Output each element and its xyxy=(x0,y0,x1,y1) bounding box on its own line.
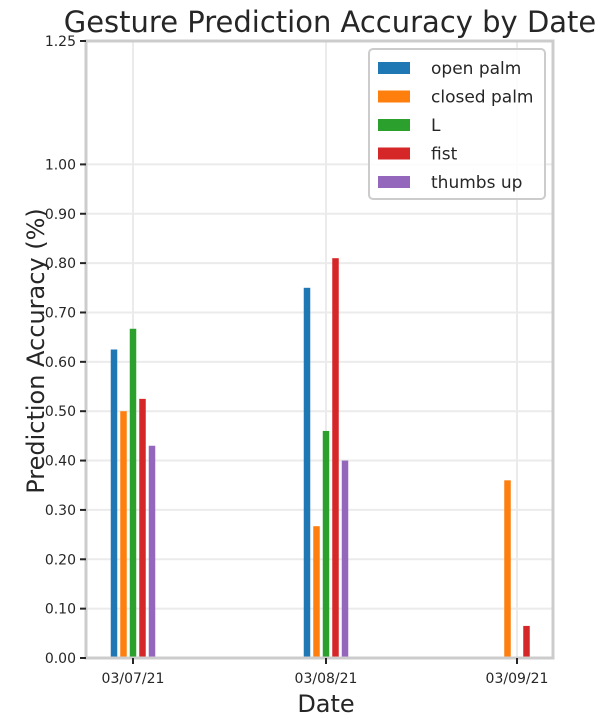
legend-swatch xyxy=(378,90,410,103)
legend-swatch xyxy=(378,147,410,160)
y-tick-label: 1.00 xyxy=(45,157,76,173)
legend-box xyxy=(368,48,546,200)
legend-swatch xyxy=(378,62,410,74)
y-tick-label: 0.00 xyxy=(45,651,76,667)
bar xyxy=(139,398,146,658)
y-tick-label: 0.70 xyxy=(45,305,76,321)
y-tick-label: 0.80 xyxy=(45,256,76,272)
bars xyxy=(110,258,530,658)
legend-label: thumbs up xyxy=(431,173,522,193)
bar xyxy=(322,430,330,658)
x-tick-label: 03/09/21 xyxy=(486,671,549,687)
bar xyxy=(303,287,311,658)
bar xyxy=(341,460,349,658)
legend-swatch xyxy=(378,176,410,188)
bar xyxy=(504,480,511,658)
y-tick-label: 0.60 xyxy=(45,355,76,371)
y-tick-label: 0.10 xyxy=(45,602,76,618)
y-tick-label: 0.30 xyxy=(45,503,76,519)
y-tick-label: 0.40 xyxy=(45,454,76,470)
bar xyxy=(148,445,156,658)
bar xyxy=(313,526,320,658)
y-axis: 0.00 0.10 0.20 0.30 0.40 0.50 0.60 0.70 0.80 0.90… xyxy=(45,34,86,667)
x-tick-label: 03/08/21 xyxy=(295,671,358,687)
y-tick-label: 0.20 xyxy=(45,552,76,568)
bar xyxy=(332,258,339,658)
bar xyxy=(110,349,118,658)
bar xyxy=(523,625,530,658)
legend-swatch xyxy=(378,119,410,131)
chart-title: Gesture Prediction Accuracy by Date xyxy=(64,5,597,39)
legend-label: L xyxy=(431,116,441,136)
y-tick-label: 0.90 xyxy=(45,207,76,223)
bar xyxy=(120,411,127,658)
legend-label: open palm xyxy=(431,59,521,79)
x-tick-label: 03/07/21 xyxy=(102,671,165,687)
y-tick-label: 0.50 xyxy=(45,404,76,420)
x-axis-label: Date xyxy=(297,690,354,718)
y-tick-label: 1.25 xyxy=(45,34,76,50)
legend-label: fist xyxy=(431,145,458,165)
plot-frame xyxy=(84,39,555,660)
x-axis: 03/07/21 03/08/21 03/09/21 xyxy=(102,658,549,687)
y-axis-label: Prediction Accuracy (%) xyxy=(22,208,50,494)
bar xyxy=(129,328,137,658)
legend-label: closed palm xyxy=(431,88,533,108)
